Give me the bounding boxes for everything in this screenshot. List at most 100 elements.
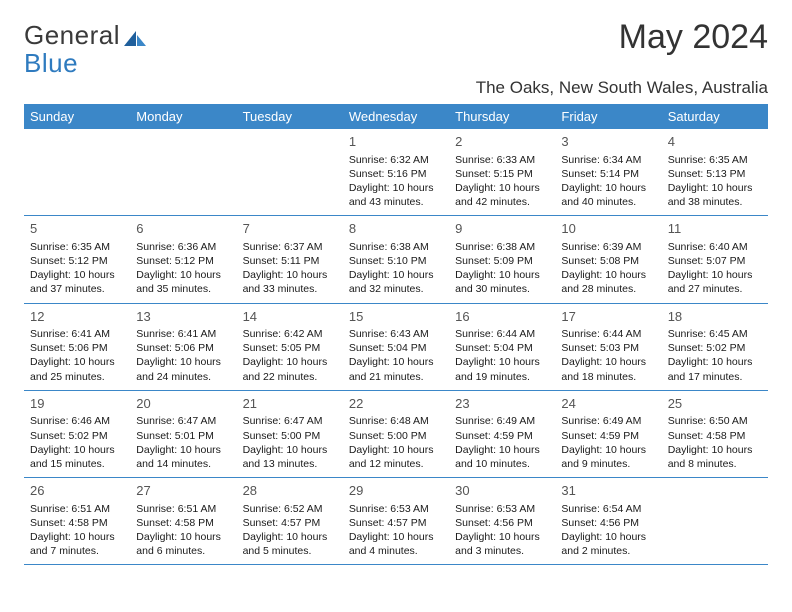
day-day1: Daylight: 10 hours: [349, 268, 443, 282]
day-number: 7: [243, 220, 337, 238]
day-number: 19: [30, 395, 124, 413]
day-day2: and 3 minutes.: [455, 544, 549, 558]
day-day1: Daylight: 10 hours: [668, 443, 762, 457]
day-sunrise: Sunrise: 6:44 AM: [455, 327, 549, 341]
day-number: 30: [455, 482, 549, 500]
day-day2: and 14 minutes.: [136, 457, 230, 471]
day-sunset: Sunset: 5:09 PM: [455, 254, 549, 268]
day-cell: 18Sunrise: 6:45 AMSunset: 5:02 PMDayligh…: [662, 304, 768, 390]
day-day1: Daylight: 10 hours: [668, 181, 762, 195]
weekday-sat: Saturday: [662, 104, 768, 129]
day-day2: and 13 minutes.: [243, 457, 337, 471]
day-number: 24: [561, 395, 655, 413]
day-cell: 7Sunrise: 6:37 AMSunset: 5:11 PMDaylight…: [237, 216, 343, 302]
day-number: 25: [668, 395, 762, 413]
day-cell: [662, 478, 768, 564]
day-cell: 10Sunrise: 6:39 AMSunset: 5:08 PMDayligh…: [555, 216, 661, 302]
day-day2: and 38 minutes.: [668, 195, 762, 209]
day-sunset: Sunset: 5:07 PM: [668, 254, 762, 268]
weekday-sun: Sunday: [24, 104, 130, 129]
day-sunset: Sunset: 5:02 PM: [668, 341, 762, 355]
day-day1: Daylight: 10 hours: [349, 181, 443, 195]
day-sunrise: Sunrise: 6:53 AM: [455, 502, 549, 516]
day-sunset: Sunset: 5:00 PM: [349, 429, 443, 443]
day-number: 20: [136, 395, 230, 413]
day-sunset: Sunset: 4:57 PM: [349, 516, 443, 530]
day-day2: and 9 minutes.: [561, 457, 655, 471]
day-number: 21: [243, 395, 337, 413]
weekday-fri: Friday: [555, 104, 661, 129]
day-day1: Daylight: 10 hours: [668, 355, 762, 369]
day-sunrise: Sunrise: 6:42 AM: [243, 327, 337, 341]
day-cell: 4Sunrise: 6:35 AMSunset: 5:13 PMDaylight…: [662, 129, 768, 215]
day-sunrise: Sunrise: 6:48 AM: [349, 414, 443, 428]
day-number: 10: [561, 220, 655, 238]
day-number: 23: [455, 395, 549, 413]
day-sunrise: Sunrise: 6:45 AM: [668, 327, 762, 341]
day-sunset: Sunset: 5:06 PM: [136, 341, 230, 355]
day-number: 29: [349, 482, 443, 500]
day-cell: 25Sunrise: 6:50 AMSunset: 4:58 PMDayligh…: [662, 391, 768, 477]
day-day1: Daylight: 10 hours: [349, 355, 443, 369]
day-day1: Daylight: 10 hours: [561, 530, 655, 544]
brand-part2: Blue: [24, 48, 78, 78]
day-sunrise: Sunrise: 6:50 AM: [668, 414, 762, 428]
day-day1: Daylight: 10 hours: [30, 443, 124, 457]
day-day1: Daylight: 10 hours: [136, 530, 230, 544]
day-day1: Daylight: 10 hours: [30, 355, 124, 369]
day-day1: Daylight: 10 hours: [136, 268, 230, 282]
day-number: 15: [349, 308, 443, 326]
day-number: 11: [668, 220, 762, 238]
day-number: 3: [561, 133, 655, 151]
day-cell: 14Sunrise: 6:42 AMSunset: 5:05 PMDayligh…: [237, 304, 343, 390]
day-number: 13: [136, 308, 230, 326]
day-sunset: Sunset: 4:58 PM: [668, 429, 762, 443]
day-day2: and 15 minutes.: [30, 457, 124, 471]
location-text: The Oaks, New South Wales, Australia: [24, 78, 768, 98]
day-sunset: Sunset: 5:11 PM: [243, 254, 337, 268]
brand-sail-icon: [122, 26, 148, 52]
day-sunrise: Sunrise: 6:49 AM: [561, 414, 655, 428]
day-cell: 8Sunrise: 6:38 AMSunset: 5:10 PMDaylight…: [343, 216, 449, 302]
weekday-thu: Thursday: [449, 104, 555, 129]
day-sunset: Sunset: 5:05 PM: [243, 341, 337, 355]
day-sunset: Sunset: 5:03 PM: [561, 341, 655, 355]
day-sunrise: Sunrise: 6:40 AM: [668, 240, 762, 254]
day-sunset: Sunset: 5:12 PM: [30, 254, 124, 268]
day-number: 17: [561, 308, 655, 326]
day-sunset: Sunset: 5:16 PM: [349, 167, 443, 181]
day-number: 16: [455, 308, 549, 326]
day-day2: and 17 minutes.: [668, 370, 762, 384]
day-day1: Daylight: 10 hours: [243, 355, 337, 369]
day-sunrise: Sunrise: 6:35 AM: [668, 153, 762, 167]
day-day2: and 27 minutes.: [668, 282, 762, 296]
day-cell: 23Sunrise: 6:49 AMSunset: 4:59 PMDayligh…: [449, 391, 555, 477]
day-day1: Daylight: 10 hours: [455, 181, 549, 195]
day-cell: 15Sunrise: 6:43 AMSunset: 5:04 PMDayligh…: [343, 304, 449, 390]
day-sunrise: Sunrise: 6:51 AM: [30, 502, 124, 516]
day-day1: Daylight: 10 hours: [243, 530, 337, 544]
day-sunset: Sunset: 5:12 PM: [136, 254, 230, 268]
day-sunrise: Sunrise: 6:38 AM: [349, 240, 443, 254]
day-day2: and 18 minutes.: [561, 370, 655, 384]
day-day1: Daylight: 10 hours: [243, 268, 337, 282]
day-sunset: Sunset: 5:02 PM: [30, 429, 124, 443]
day-sunset: Sunset: 4:57 PM: [243, 516, 337, 530]
weekday-header: Sunday Monday Tuesday Wednesday Thursday…: [24, 104, 768, 129]
day-day1: Daylight: 10 hours: [30, 530, 124, 544]
day-day2: and 7 minutes.: [30, 544, 124, 558]
day-sunrise: Sunrise: 6:35 AM: [30, 240, 124, 254]
day-number: 18: [668, 308, 762, 326]
day-day2: and 32 minutes.: [349, 282, 443, 296]
day-day1: Daylight: 10 hours: [455, 268, 549, 282]
day-cell: 5Sunrise: 6:35 AMSunset: 5:12 PMDaylight…: [24, 216, 130, 302]
day-sunrise: Sunrise: 6:41 AM: [136, 327, 230, 341]
day-number: 28: [243, 482, 337, 500]
day-number: 9: [455, 220, 549, 238]
day-cell: 29Sunrise: 6:53 AMSunset: 4:57 PMDayligh…: [343, 478, 449, 564]
week-row: 19Sunrise: 6:46 AMSunset: 5:02 PMDayligh…: [24, 391, 768, 478]
day-cell: 1Sunrise: 6:32 AMSunset: 5:16 PMDaylight…: [343, 129, 449, 215]
day-day2: and 21 minutes.: [349, 370, 443, 384]
day-sunrise: Sunrise: 6:34 AM: [561, 153, 655, 167]
day-cell: 12Sunrise: 6:41 AMSunset: 5:06 PMDayligh…: [24, 304, 130, 390]
